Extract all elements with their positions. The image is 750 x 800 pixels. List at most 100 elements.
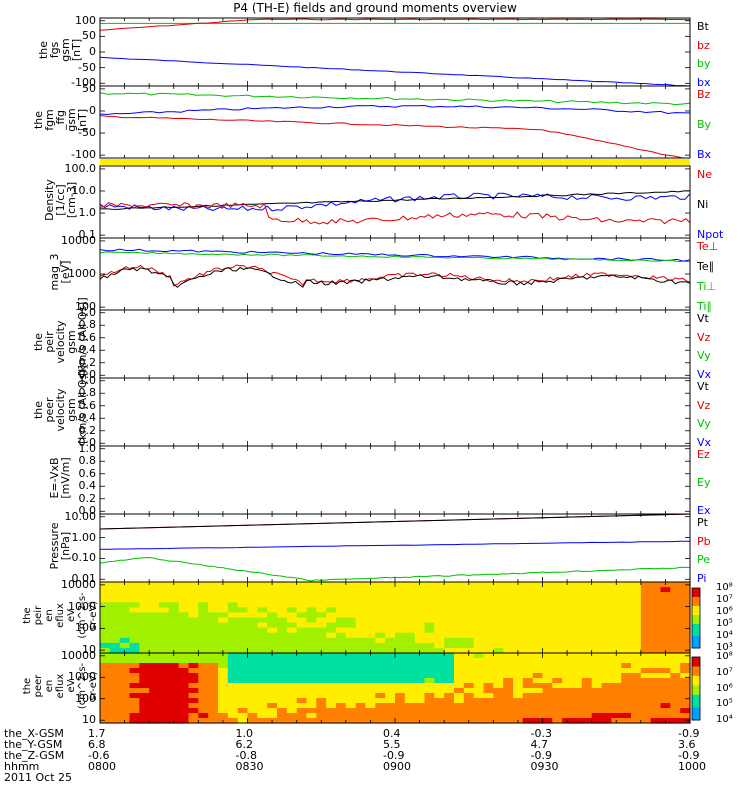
series-Pi-line xyxy=(100,540,691,550)
legend-peir_vel-0: Vt xyxy=(697,312,709,325)
ephem-value-2-0: -0.6 xyxy=(88,749,110,762)
colorbar-label-peer_en-2: 10⁶ xyxy=(716,682,733,694)
panel-ylabel-peer_en: the peer en eflux eV (cm^2-s- sr-eV) xyxy=(21,662,99,710)
ephem-value-1-4: 3.6 xyxy=(678,738,696,751)
ytick-label: 1.0 xyxy=(78,305,97,319)
ytick-label: 0.4 xyxy=(78,479,97,493)
ytick-label: 0.2 xyxy=(78,423,97,437)
legend-peer_vel-0: Vt xyxy=(697,380,709,393)
ytick-label: -100 xyxy=(71,148,96,162)
panel-frame-fgm xyxy=(99,85,691,159)
legend-temp-0: Te⊥ xyxy=(697,240,719,253)
legend-fgs-0: Bt xyxy=(697,20,709,33)
ytick-label: -100 xyxy=(71,76,96,90)
colorbar-label-peir_en-1: 10⁷ xyxy=(716,594,733,605)
ytick-label: 100 xyxy=(75,621,96,635)
legend-peir_vel-2: Vy xyxy=(697,349,711,363)
panel-ylabel-temp: mag_3 [eV] xyxy=(48,253,72,291)
legend-fgs-2: by xyxy=(697,57,711,71)
legend-fgm-2: Bx xyxy=(697,148,712,161)
colorbar-label-peer_en-3: 10⁵ xyxy=(716,698,733,710)
ytick-label: 0.6 xyxy=(78,466,97,480)
ytick-label: 100 xyxy=(75,13,96,27)
legend-fgs-1: bz xyxy=(697,38,710,52)
colorbar-label-peer_en-1: 10⁷ xyxy=(716,666,733,678)
ephem-value-1-3: 4.7 xyxy=(530,738,549,751)
ephem-value-0-4: -0.9 xyxy=(678,727,700,740)
ytick-label: 0.01 xyxy=(71,572,97,586)
legend-peir_vel-3: Vx xyxy=(697,368,712,381)
ytick-label: 10.00 xyxy=(64,509,97,523)
legend-temp-2: Ti⊥ xyxy=(697,280,717,293)
ytick-label: 0.8 xyxy=(78,318,97,332)
legend-fgs-3: bx xyxy=(697,76,711,89)
ytick-label: 0.0 xyxy=(78,436,97,450)
panel-frame-exb xyxy=(99,445,691,515)
ytick-label: 0.2 xyxy=(78,491,97,505)
ephem-value-2-4: -0.9 xyxy=(678,749,700,762)
panel-frame-peir_vel xyxy=(99,309,691,379)
ephem-value-1-0: 6.8 xyxy=(88,738,106,751)
series-Ne-line xyxy=(99,202,691,225)
ephem-value-3-3: 0930 xyxy=(530,760,559,773)
ytick-label: 1000 xyxy=(68,599,96,613)
ephem-value-1-1: 6.2 xyxy=(235,738,254,751)
ytick-label: 10 xyxy=(82,643,96,657)
ytick-label: 0.4 xyxy=(78,411,97,425)
colorbar-label-peir_en-0: 10⁸ xyxy=(716,582,733,593)
ytick-label: 0.1 xyxy=(78,228,97,242)
ytick-label: 10000 xyxy=(61,577,96,591)
ytick-label: 0.6 xyxy=(78,330,97,344)
series-Bx-line xyxy=(99,104,691,115)
colorbar-peir xyxy=(691,587,701,649)
legend-density-2: Npot xyxy=(697,228,724,241)
ephem-label-0: the_X-GSM xyxy=(4,727,64,740)
ytick-label: 50 xyxy=(82,29,96,43)
ytick-label: 0.10 xyxy=(71,551,97,565)
ephem-label-3: hhmm xyxy=(4,760,40,773)
legend-temp-3: Ti∥ xyxy=(697,300,712,313)
ytick-label: 0.8 xyxy=(78,386,97,400)
ytick-label: 1.0 xyxy=(78,373,97,387)
panel-ylabel-peir_en: the peir en eflux eV (cm^2-s- sr-eV) xyxy=(21,592,99,639)
ytick-label: 0 xyxy=(89,45,96,58)
ytick-label: 100 xyxy=(75,300,96,314)
ephem-label-2: the_Z-GSM xyxy=(4,749,65,762)
series-Bz-line xyxy=(99,115,690,159)
plot-date: 2011 Oct 25 xyxy=(4,771,73,784)
legend-fgm-0: Bz xyxy=(697,88,711,101)
panel-frame-fgs xyxy=(99,17,691,87)
panel-ylabel-fgm: the fgm _ffg gsm [nT] xyxy=(31,108,89,132)
panel-ylabel-density: Density [1/cc] [cm-3] xyxy=(42,179,78,221)
legend-pressure-0: Pt xyxy=(697,516,708,529)
ephem-value-3-2: 0900 xyxy=(383,760,411,773)
ytick-label: -50 xyxy=(78,126,96,140)
legend-peer_vel-1: Vz xyxy=(697,398,711,412)
series-Ni-line xyxy=(99,190,691,210)
yellow-gap-bar xyxy=(100,159,690,165)
legend-exb-0: Ez xyxy=(697,448,710,461)
series-Npot-line xyxy=(99,192,691,212)
legend-pressure-1: Pb xyxy=(697,534,711,548)
colorbar-label-peer_en-4: 10⁴ xyxy=(716,714,733,725)
panel-ylabel-pressure: Pressure [nPa] xyxy=(48,522,72,570)
panel-ylabel-fgs: the fgs gsm [nT] xyxy=(37,38,83,62)
colorbar-label-peer_en-0: 10⁸ xyxy=(716,651,733,662)
ephem-value-3-0: 0800 xyxy=(88,760,116,773)
ephem-value-2-1: -0.8 xyxy=(235,749,257,762)
legend-fgm-1: By xyxy=(697,118,712,131)
legend-density-1: Ni xyxy=(697,198,709,211)
ephem-label-1: the_Y-GSM xyxy=(4,738,63,751)
series-Te-perp-line xyxy=(99,264,691,287)
ytick-label: 0 xyxy=(89,103,96,117)
ytick-label: 0.0 xyxy=(78,368,97,382)
ytick-label: 50 xyxy=(82,81,96,95)
legend-density-0: Ne xyxy=(697,168,712,181)
colorbar-label-peir_en-3: 10⁵ xyxy=(716,618,733,629)
ytick-label: 0.8 xyxy=(78,454,97,468)
series-By-line xyxy=(99,92,691,106)
colorbar-peer xyxy=(691,656,701,721)
ytick-label: 10.0 xyxy=(71,183,97,197)
